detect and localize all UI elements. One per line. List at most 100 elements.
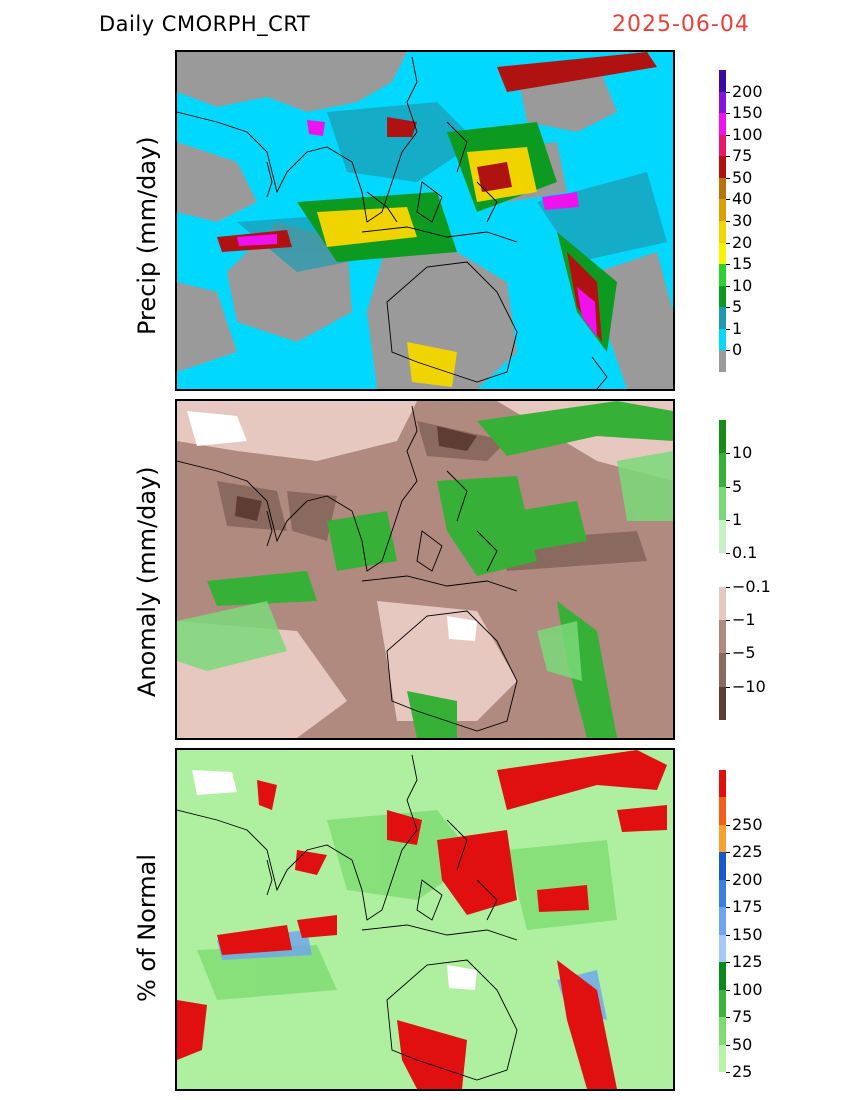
- colorbar-segment: [719, 220, 726, 243]
- colorbar-label: −0.1: [732, 576, 771, 596]
- colorbar-label: 200: [732, 81, 763, 101]
- colorbar-tick: [726, 453, 730, 455]
- colorbar-tick: [726, 1017, 730, 1019]
- colorbar-segment: [719, 156, 726, 178]
- colorbar-label: 50: [732, 167, 753, 187]
- colorbar-segment: [719, 653, 726, 687]
- anomaly-colorbar: [719, 420, 726, 720]
- anomaly-ylabel: Anomaly (mm/day): [133, 466, 161, 697]
- colorbar-segment: [719, 91, 726, 114]
- colorbar-tick: [726, 1044, 730, 1046]
- colorbar-segment: [719, 989, 726, 1018]
- colorbar-tick: [726, 221, 730, 222]
- colorbar-tick: [726, 285, 730, 287]
- colorbar-label: 0.1: [732, 543, 758, 563]
- colorbar-label: 75: [732, 146, 753, 166]
- colorbar-tick: [726, 962, 730, 964]
- colorbar-segment: [719, 586, 726, 620]
- colorbar-tick: [726, 653, 730, 655]
- colorbar-tick: [726, 907, 730, 909]
- colorbar-label: 1: [732, 510, 743, 529]
- colorbar-segment: [719, 770, 726, 798]
- colorbar-tick: [726, 934, 730, 936]
- colorbar-tick: [726, 156, 730, 158]
- colorbar-tick: [726, 328, 730, 330]
- colorbar-label: 100: [732, 979, 763, 999]
- colorbar-tick: [726, 113, 730, 115]
- colorbar-label: 0: [732, 340, 743, 360]
- colorbar-label: 50: [732, 1034, 753, 1054]
- colorbar-label: 25: [732, 1062, 753, 1081]
- colorbar-label: 30: [732, 211, 753, 230]
- colorbar-label: −1: [732, 610, 756, 629]
- colorbar-segment: [719, 824, 726, 853]
- colorbar-tick: [726, 553, 730, 555]
- colorbar-label: −5: [732, 643, 756, 663]
- colorbar-segment: [719, 619, 726, 654]
- colorbar-segment: [719, 307, 726, 329]
- colorbar-segment: [719, 264, 726, 286]
- colorbar-tick: [726, 824, 730, 826]
- colorbar-label: 250: [732, 814, 763, 834]
- colorbar-tick: [726, 199, 730, 201]
- colorbar-tick: [726, 686, 730, 688]
- anomaly-map: [177, 401, 673, 738]
- colorbar-tick: [726, 242, 730, 244]
- colorbar-label: 200: [732, 869, 763, 889]
- colorbar-label: 75: [732, 1007, 753, 1027]
- colorbar-segment: [719, 962, 726, 990]
- colorbar-label: 150: [732, 924, 763, 944]
- colorbar-tick: [726, 264, 730, 266]
- colorbar-tick: [726, 989, 730, 991]
- percent-ylabel: % of Normal: [133, 853, 161, 1002]
- colorbar-segment: [719, 486, 726, 520]
- colorbar-segment: [719, 934, 726, 963]
- colorbar-tick: [726, 486, 730, 488]
- percent-map: [177, 750, 673, 1089]
- colorbar-tick: [726, 91, 730, 93]
- colorbar-segment: [719, 852, 726, 880]
- colorbar-tick: [726, 350, 730, 352]
- colorbar-label: 1: [732, 318, 743, 338]
- percent-map-panel: [175, 748, 675, 1091]
- colorbar-label: 20: [732, 232, 753, 252]
- colorbar-segment: [719, 519, 726, 554]
- precip-map: [177, 52, 673, 389]
- colorbar-tick: [726, 520, 730, 521]
- colorbar-segment: [719, 453, 726, 487]
- colorbar-label: 10: [732, 275, 753, 295]
- colorbar-segment: [719, 242, 726, 265]
- colorbar-tick: [726, 177, 730, 179]
- product-title: Daily CMORPH_CRT: [99, 12, 311, 36]
- colorbar-segment: [719, 907, 726, 935]
- colorbar-label: 40: [732, 189, 753, 209]
- colorbar-segment: [719, 1017, 726, 1045]
- colorbar-segment: [719, 420, 726, 454]
- precip-map-panel: [175, 50, 675, 391]
- colorbar-tick: [726, 620, 730, 621]
- colorbar-tick: [726, 1072, 730, 1073]
- percent-colorbar: [719, 770, 726, 1072]
- colorbar-segment: [719, 113, 726, 135]
- colorbar-label: 125: [732, 952, 763, 972]
- colorbar-segment: [719, 879, 726, 908]
- colorbar-segment: [719, 199, 726, 221]
- colorbar-segment: [719, 177, 726, 200]
- colorbar-label: 175: [732, 897, 763, 917]
- colorbar-segment: [719, 553, 726, 587]
- precip-ylabel: Precip (mm/day): [133, 136, 161, 335]
- colorbar-segment: [719, 328, 726, 351]
- colorbar-label: 225: [732, 842, 763, 862]
- colorbar-label: −10: [732, 676, 766, 696]
- colorbar-tick: [726, 307, 730, 309]
- colorbar-segment: [719, 134, 726, 157]
- colorbar-label: 150: [732, 103, 763, 123]
- colorbar-segment: [719, 350, 726, 372]
- colorbar-tick: [726, 586, 730, 588]
- colorbar-label: 5: [732, 476, 743, 496]
- colorbar-label: 5: [732, 297, 743, 317]
- colorbar-tick: [726, 134, 730, 136]
- colorbar-segment: [719, 797, 726, 825]
- colorbar-tick: [726, 879, 730, 881]
- colorbar-segment: [719, 285, 726, 308]
